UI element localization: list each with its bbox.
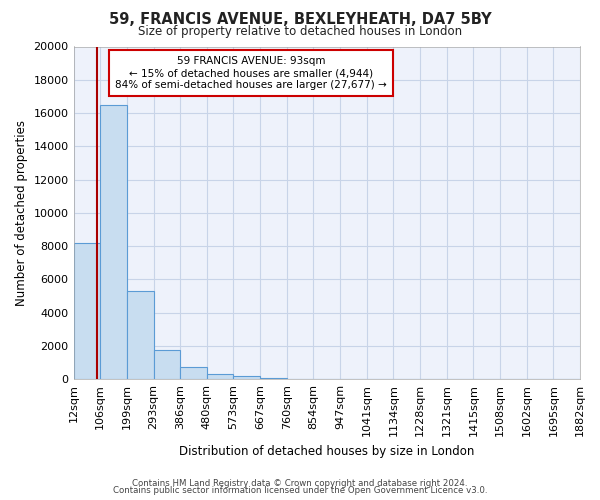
X-axis label: Distribution of detached houses by size in London: Distribution of detached houses by size … xyxy=(179,444,475,458)
Bar xyxy=(233,376,260,379)
Bar xyxy=(74,243,100,379)
Text: 59 FRANCIS AVENUE: 93sqm
← 15% of detached houses are smaller (4,944)
84% of sem: 59 FRANCIS AVENUE: 93sqm ← 15% of detach… xyxy=(115,56,386,90)
Bar xyxy=(127,291,154,379)
Text: Contains public sector information licensed under the Open Government Licence v3: Contains public sector information licen… xyxy=(113,486,487,495)
Text: 59, FRANCIS AVENUE, BEXLEYHEATH, DA7 5BY: 59, FRANCIS AVENUE, BEXLEYHEATH, DA7 5BY xyxy=(109,12,491,28)
Text: Contains HM Land Registry data © Crown copyright and database right 2024.: Contains HM Land Registry data © Crown c… xyxy=(132,478,468,488)
Bar xyxy=(180,366,207,379)
Y-axis label: Number of detached properties: Number of detached properties xyxy=(15,120,28,306)
Bar xyxy=(260,378,287,379)
Bar xyxy=(154,350,180,379)
Bar xyxy=(100,104,127,379)
Text: Size of property relative to detached houses in London: Size of property relative to detached ho… xyxy=(138,25,462,38)
Bar xyxy=(207,374,233,379)
